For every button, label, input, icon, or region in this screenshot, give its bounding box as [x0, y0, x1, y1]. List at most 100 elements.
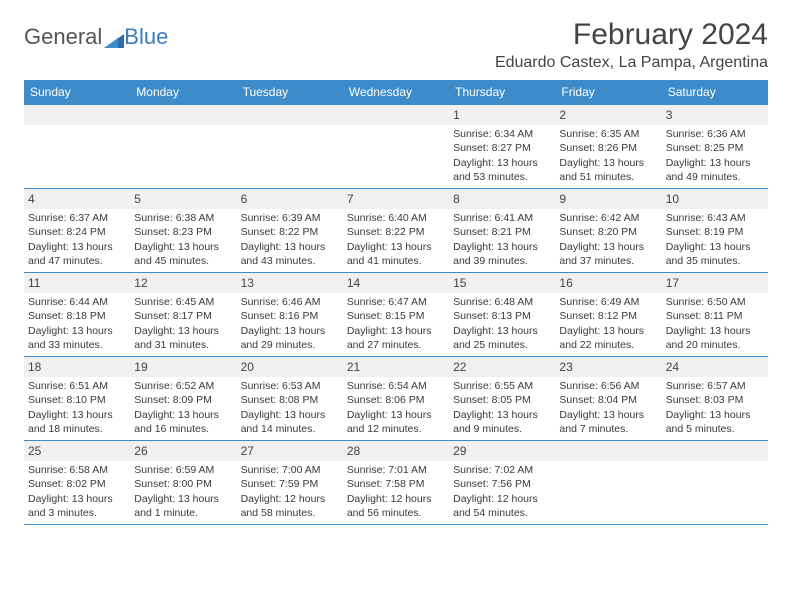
weekday-header: Tuesday	[237, 80, 343, 104]
day-number-empty	[24, 105, 130, 125]
weekday-header: Thursday	[449, 80, 555, 104]
sunset-text: Sunset: 8:19 PM	[666, 225, 764, 239]
day-cell: 23Sunrise: 6:56 AMSunset: 8:04 PMDayligh…	[555, 356, 661, 440]
daylight-text: Daylight: 13 hours and 47 minutes.	[28, 240, 126, 268]
daylight-text: Daylight: 13 hours and 20 minutes.	[666, 324, 764, 352]
day-number-empty	[555, 441, 661, 461]
day-cell	[237, 104, 343, 188]
sunset-text: Sunset: 8:00 PM	[134, 477, 232, 491]
sunset-text: Sunset: 8:22 PM	[347, 225, 445, 239]
sunrise-text: Sunrise: 6:45 AM	[134, 295, 232, 309]
sunset-text: Sunset: 7:58 PM	[347, 477, 445, 491]
week-row: 18Sunrise: 6:51 AMSunset: 8:10 PMDayligh…	[24, 356, 768, 440]
daylight-text: Daylight: 12 hours and 54 minutes.	[453, 492, 551, 520]
sunrise-text: Sunrise: 7:02 AM	[453, 463, 551, 477]
calendar-document: General Blue February 2024 Eduardo Caste…	[0, 0, 792, 525]
day-number: 1	[449, 105, 555, 125]
sunrise-text: Sunrise: 6:43 AM	[666, 211, 764, 225]
day-number: 6	[237, 189, 343, 209]
sunset-text: Sunset: 8:20 PM	[559, 225, 657, 239]
sunrise-text: Sunrise: 6:40 AM	[347, 211, 445, 225]
day-cell: 19Sunrise: 6:52 AMSunset: 8:09 PMDayligh…	[130, 356, 236, 440]
sunrise-text: Sunrise: 6:39 AM	[241, 211, 339, 225]
month-title: February 2024	[495, 18, 768, 52]
daylight-text: Daylight: 12 hours and 56 minutes.	[347, 492, 445, 520]
day-cell: 16Sunrise: 6:49 AMSunset: 8:12 PMDayligh…	[555, 272, 661, 356]
day-cell: 14Sunrise: 6:47 AMSunset: 8:15 PMDayligh…	[343, 272, 449, 356]
daylight-text: Daylight: 13 hours and 49 minutes.	[666, 156, 764, 184]
sunrise-text: Sunrise: 6:56 AM	[559, 379, 657, 393]
day-cell: 8Sunrise: 6:41 AMSunset: 8:21 PMDaylight…	[449, 188, 555, 272]
day-number: 2	[555, 105, 661, 125]
calendar-grid: Sunday Monday Tuesday Wednesday Thursday…	[24, 80, 768, 525]
sunset-text: Sunset: 8:15 PM	[347, 309, 445, 323]
day-number: 13	[237, 273, 343, 293]
daylight-text: Daylight: 13 hours and 29 minutes.	[241, 324, 339, 352]
sunset-text: Sunset: 8:26 PM	[559, 141, 657, 155]
sunset-text: Sunset: 8:10 PM	[28, 393, 126, 407]
week-row: 11Sunrise: 6:44 AMSunset: 8:18 PMDayligh…	[24, 272, 768, 356]
day-cell: 6Sunrise: 6:39 AMSunset: 8:22 PMDaylight…	[237, 188, 343, 272]
day-cell: 2Sunrise: 6:35 AMSunset: 8:26 PMDaylight…	[555, 104, 661, 188]
day-cell: 28Sunrise: 7:01 AMSunset: 7:58 PMDayligh…	[343, 440, 449, 525]
daylight-text: Daylight: 13 hours and 25 minutes.	[453, 324, 551, 352]
weekday-header: Wednesday	[343, 80, 449, 104]
day-cell: 3Sunrise: 6:36 AMSunset: 8:25 PMDaylight…	[662, 104, 768, 188]
day-cell: 4Sunrise: 6:37 AMSunset: 8:24 PMDaylight…	[24, 188, 130, 272]
daylight-text: Daylight: 13 hours and 37 minutes.	[559, 240, 657, 268]
sunrise-text: Sunrise: 6:49 AM	[559, 295, 657, 309]
daylight-text: Daylight: 13 hours and 27 minutes.	[347, 324, 445, 352]
sunset-text: Sunset: 7:59 PM	[241, 477, 339, 491]
sunset-text: Sunset: 8:17 PM	[134, 309, 232, 323]
sunrise-text: Sunrise: 6:47 AM	[347, 295, 445, 309]
daylight-text: Daylight: 13 hours and 45 minutes.	[134, 240, 232, 268]
daylight-text: Daylight: 13 hours and 31 minutes.	[134, 324, 232, 352]
sunset-text: Sunset: 8:12 PM	[559, 309, 657, 323]
sunrise-text: Sunrise: 6:51 AM	[28, 379, 126, 393]
day-number: 12	[130, 273, 236, 293]
day-cell: 27 Sunrise: 7:00 AMSunset: 7:59 PMDayligh…	[237, 440, 343, 525]
sunset-text: Sunset: 8:11 PM	[666, 309, 764, 323]
daylight-text: Daylight: 13 hours and 12 minutes.	[347, 408, 445, 436]
daylight-text: Daylight: 13 hours and 18 minutes.	[28, 408, 126, 436]
day-number: 22	[449, 357, 555, 377]
sunrise-text: Sunrise: 6:55 AM	[453, 379, 551, 393]
weekday-header: Monday	[130, 80, 236, 104]
week-row: 4Sunrise: 6:37 AMSunset: 8:24 PMDaylight…	[24, 188, 768, 272]
day-cell	[24, 104, 130, 188]
daylight-text: Daylight: 13 hours and 35 minutes.	[666, 240, 764, 268]
weekday-header: Friday	[555, 80, 661, 104]
day-number: 17	[662, 273, 768, 293]
daylight-text: Daylight: 13 hours and 9 minutes.	[453, 408, 551, 436]
sunrise-text: Sunrise: 7:00 AM	[241, 463, 339, 477]
day-number: 18	[24, 357, 130, 377]
day-number: 15	[449, 273, 555, 293]
day-number: 24	[662, 357, 768, 377]
day-cell: 25Sunrise: 6:58 AMSunset: 8:02 PMDayligh…	[24, 440, 130, 525]
day-number: 23	[555, 357, 661, 377]
daylight-text: Daylight: 13 hours and 14 minutes.	[241, 408, 339, 436]
day-number: 27	[237, 441, 343, 461]
day-number-empty	[237, 105, 343, 125]
sunset-text: Sunset: 8:16 PM	[241, 309, 339, 323]
day-number: 5	[130, 189, 236, 209]
sunrise-text: Sunrise: 6:48 AM	[453, 295, 551, 309]
sunset-text: Sunset: 8:08 PM	[241, 393, 339, 407]
day-number: 28	[343, 441, 449, 461]
sunrise-text: Sunrise: 6:41 AM	[453, 211, 551, 225]
day-number-empty	[130, 105, 236, 125]
sunrise-text: Sunrise: 6:57 AM	[666, 379, 764, 393]
day-number: 9	[555, 189, 661, 209]
title-block: February 2024 Eduardo Castex, La Pampa, …	[495, 18, 768, 78]
sunrise-text: Sunrise: 6:50 AM	[666, 295, 764, 309]
sunrise-text: Sunrise: 6:54 AM	[347, 379, 445, 393]
sunrise-text: Sunrise: 6:46 AM	[241, 295, 339, 309]
sunset-text: Sunset: 8:27 PM	[453, 141, 551, 155]
weekday-header: Sunday	[24, 80, 130, 104]
day-number: 8	[449, 189, 555, 209]
sunrise-text: Sunrise: 6:36 AM	[666, 127, 764, 141]
day-cell: 12 Sunrise: 6:45 AMSunset: 8:17 PMDayligh…	[130, 272, 236, 356]
daylight-text: Daylight: 12 hours and 58 minutes.	[241, 492, 339, 520]
week-row: 1Sunrise: 6:34 AMSunset: 8:27 PMDaylight…	[24, 104, 768, 188]
daylight-text: Daylight: 13 hours and 33 minutes.	[28, 324, 126, 352]
